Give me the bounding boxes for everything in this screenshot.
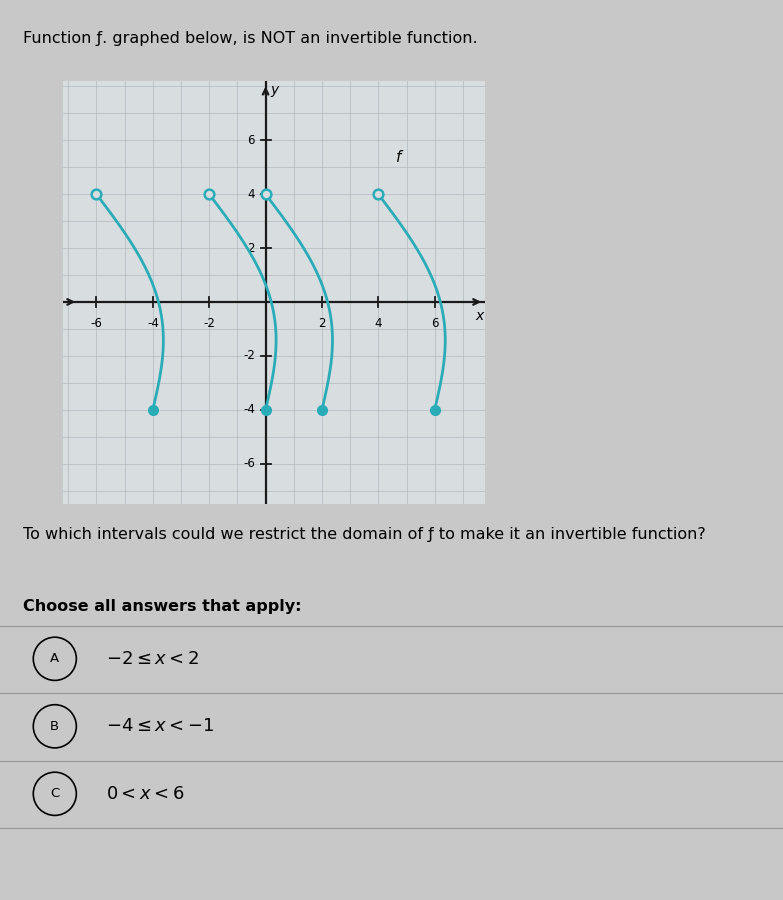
Text: 4: 4 <box>374 317 382 329</box>
Text: -6: -6 <box>243 457 255 470</box>
Text: 2: 2 <box>247 241 255 255</box>
Text: -2: -2 <box>204 317 215 329</box>
Text: 6: 6 <box>431 317 438 329</box>
Text: 2: 2 <box>318 317 326 329</box>
Text: $0 < x < 6$: $0 < x < 6$ <box>106 785 184 803</box>
Text: -4: -4 <box>147 317 159 329</box>
Text: C: C <box>50 788 60 800</box>
Text: Choose all answers that apply:: Choose all answers that apply: <box>23 598 302 614</box>
Text: -2: -2 <box>243 349 255 363</box>
Text: To which intervals could we restrict the domain of ƒ to make it an invertible fu: To which intervals could we restrict the… <box>23 526 706 542</box>
Text: x: x <box>476 309 484 323</box>
Text: -4: -4 <box>243 403 255 416</box>
Text: y: y <box>270 84 279 97</box>
Text: 4: 4 <box>247 188 255 201</box>
Text: Function ƒ. graphed below, is NOT an invertible function.: Function ƒ. graphed below, is NOT an inv… <box>23 32 478 47</box>
Text: $-4 \leq x < -1$: $-4 \leq x < -1$ <box>106 717 214 735</box>
Text: A: A <box>50 652 60 665</box>
Text: -6: -6 <box>91 317 103 329</box>
Text: 6: 6 <box>247 134 255 147</box>
Text: B: B <box>50 720 60 733</box>
Text: $f$: $f$ <box>395 148 405 165</box>
Text: $-2 \leq x < 2$: $-2 \leq x < 2$ <box>106 650 199 668</box>
